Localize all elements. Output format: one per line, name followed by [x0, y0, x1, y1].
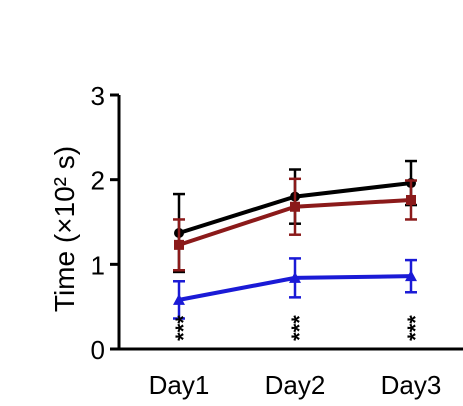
axes: 0 1 2 3 Day1 Day2 Day3 — [91, 81, 463, 400]
data-point — [289, 271, 301, 283]
x-tick-label: Day1 — [149, 370, 210, 400]
series-3 — [173, 257, 417, 320]
data-point — [174, 239, 184, 250]
y-tick-label: 1 — [91, 250, 105, 280]
x-tick-label: Day2 — [265, 370, 326, 400]
data-point — [173, 293, 185, 305]
significance-label: *** — [287, 315, 312, 341]
y-tick-label: 0 — [91, 335, 105, 365]
data-point — [405, 270, 417, 282]
x-tick-label: Day3 — [381, 370, 442, 400]
data-point — [406, 194, 416, 205]
y-axis-title: Time (×10² s) — [49, 146, 80, 312]
series-2 — [173, 177, 417, 272]
y-tick-label: 3 — [91, 81, 105, 111]
y-tick-label: 2 — [91, 166, 105, 196]
significance-label: *** — [171, 315, 196, 341]
annotation-layer: *** *** *** — [171, 315, 428, 341]
series-layer — [173, 159, 417, 320]
significance-label: *** — [403, 315, 428, 341]
data-point — [290, 201, 300, 212]
